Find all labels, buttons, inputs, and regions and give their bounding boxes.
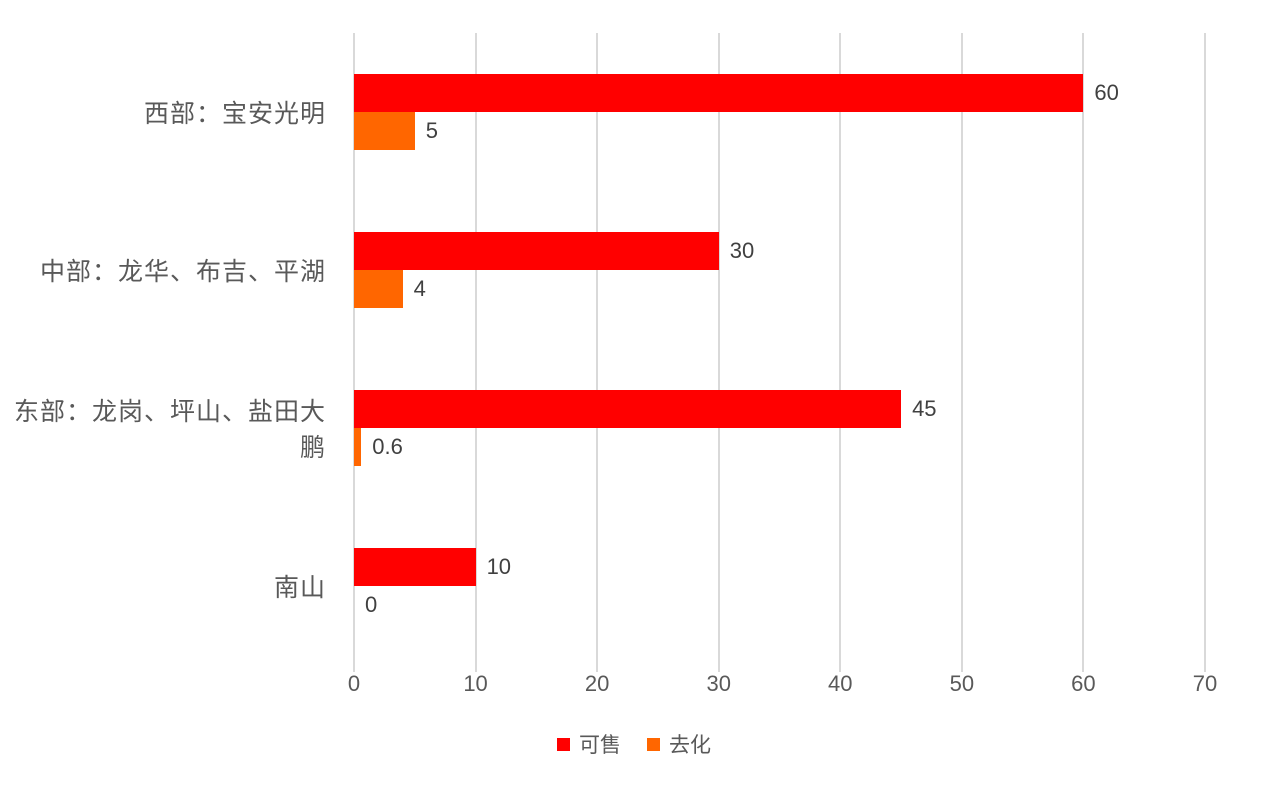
bar-value-label: 5 bbox=[425, 118, 439, 143]
gridline bbox=[1204, 33, 1206, 665]
gridline bbox=[1082, 33, 1085, 665]
gridline bbox=[717, 33, 720, 665]
bar-line: 60 bbox=[354, 74, 1205, 112]
x-tick-label: 10 bbox=[463, 671, 488, 696]
bar-row: 45 0.6 bbox=[354, 349, 1205, 507]
legend-swatch bbox=[647, 737, 660, 751]
axis-tick bbox=[960, 665, 963, 672]
bar-row: 60 5 bbox=[354, 33, 1205, 191]
bar-line: 45 bbox=[354, 390, 1205, 428]
bar-series-1 bbox=[354, 548, 476, 586]
axis-tick bbox=[839, 665, 842, 672]
x-tick-label: 30 bbox=[706, 671, 731, 696]
category-label: 南山 bbox=[273, 573, 326, 602]
x-tick-label: 20 bbox=[584, 671, 610, 696]
bar-series-2 bbox=[354, 112, 415, 150]
axis-tick bbox=[717, 665, 720, 672]
bar-value-label: 10 bbox=[486, 554, 512, 579]
bar-series-2 bbox=[354, 270, 403, 308]
category-label: 中部：龙华、布吉、平湖 bbox=[39, 257, 326, 286]
bar-line: 10 bbox=[354, 548, 1205, 586]
bar-pair: 10 0 bbox=[354, 548, 1205, 624]
bar-series-2 bbox=[354, 428, 362, 466]
legend-label: 去化 bbox=[669, 733, 711, 757]
x-tick-label: 0 bbox=[347, 671, 361, 696]
axis-tick bbox=[596, 665, 599, 672]
x-tick-label: 40 bbox=[828, 671, 853, 696]
bar-value-label: 60 bbox=[1094, 80, 1119, 105]
gridline bbox=[474, 33, 477, 665]
bar-line: 0.6 bbox=[354, 428, 1205, 466]
bar-pair: 30 4 bbox=[354, 232, 1205, 308]
plot-area: 60 5 30 4 45 0.6 10 0 bbox=[353, 33, 1206, 672]
x-tick-label: 60 bbox=[1071, 671, 1096, 696]
gridline bbox=[839, 33, 842, 665]
x-axis: 0 10 20 30 40 50 60 70 bbox=[348, 671, 1217, 701]
legend: 可售 去化 bbox=[0, 729, 1268, 759]
axis-tick bbox=[474, 665, 477, 672]
x-tick-label: 50 bbox=[949, 671, 975, 696]
bar-series-1 bbox=[354, 232, 719, 270]
category-label: 东部：龙岗、坪山、盐田大鹏 bbox=[13, 397, 326, 462]
bar-row: 30 4 bbox=[354, 191, 1205, 349]
bar-value-label: 4 bbox=[413, 276, 426, 301]
bar-value-label: 0.6 bbox=[372, 434, 403, 459]
axis-tick bbox=[1204, 665, 1206, 672]
bar-line: 4 bbox=[354, 270, 1205, 308]
bar-pair: 45 0.6 bbox=[354, 390, 1205, 466]
bar-value-label: 0 bbox=[365, 592, 378, 617]
gridline bbox=[353, 33, 355, 665]
bar-line: 5 bbox=[354, 112, 1205, 150]
gridline bbox=[960, 33, 963, 665]
legend-item: 去化 bbox=[647, 729, 711, 759]
bar-series-1 bbox=[354, 74, 1084, 112]
axis-tick bbox=[353, 665, 355, 672]
axis-tick bbox=[1082, 665, 1085, 672]
bar-value-label: 30 bbox=[729, 238, 755, 263]
legend-item: 可售 bbox=[557, 729, 621, 759]
bar-line: 0 bbox=[354, 586, 1205, 624]
category-label: 西部：宝安光明 bbox=[143, 99, 326, 128]
bar-value-label: 45 bbox=[912, 396, 937, 421]
bar-pair: 60 5 bbox=[354, 74, 1205, 150]
x-tick-label: 70 bbox=[1192, 671, 1218, 696]
legend-label: 可售 bbox=[579, 733, 621, 757]
category-axis: 西部：宝安光明中部：龙华、布吉、平湖东部：龙岗、坪山、盐田大鹏南山 bbox=[0, 33, 340, 665]
bar-line: 30 bbox=[354, 232, 1205, 270]
bar-row: 10 0 bbox=[354, 507, 1205, 665]
legend-swatch bbox=[557, 737, 570, 751]
gridline bbox=[596, 33, 599, 665]
bar-series-1 bbox=[354, 390, 902, 428]
